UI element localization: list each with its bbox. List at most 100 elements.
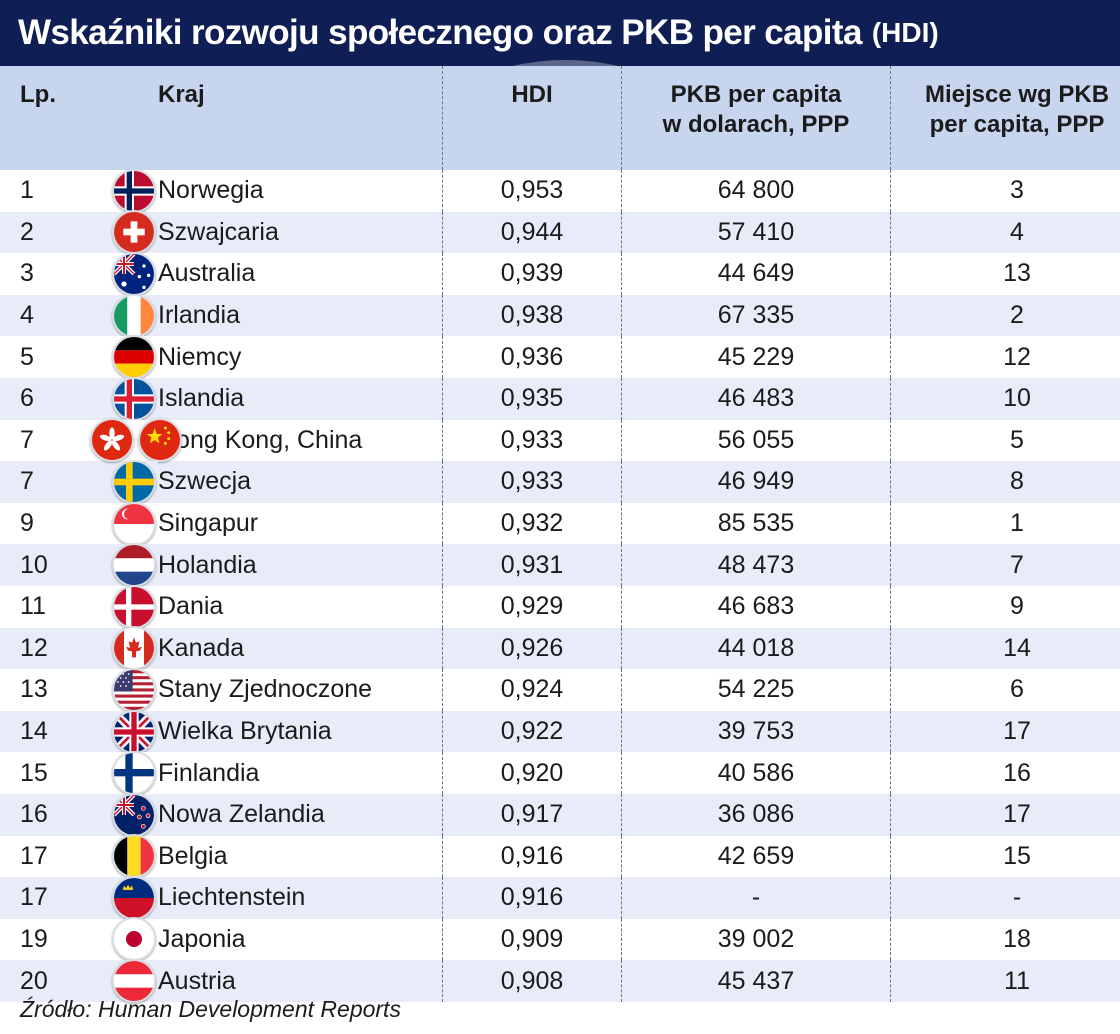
cell-pkb: 85 535: [621, 502, 891, 545]
cell-pkb: 67 335: [621, 294, 891, 337]
cell-pkb: -: [621, 877, 891, 919]
cell-flag: [98, 376, 158, 421]
cell-hdi: 0,926: [442, 627, 622, 670]
iceland-flag-icon: [112, 376, 156, 421]
cell-lp: 2: [0, 211, 98, 254]
cell-country: Irlandia: [158, 294, 443, 337]
cell-pkb: 46 949: [621, 461, 891, 503]
cell-flag: [98, 459, 158, 504]
header-lp: Lp.: [0, 66, 98, 170]
cell-hdi: 0,938: [442, 294, 622, 337]
cell-rank: 17: [890, 710, 1120, 753]
cell-hdi: 0,935: [442, 377, 622, 420]
singapore-flag-icon: [112, 501, 156, 546]
cell-lp: 17: [0, 877, 98, 919]
cell-pkb: 36 086: [621, 793, 891, 836]
cell-pkb: 44 018: [621, 627, 891, 670]
cell-flag: [98, 751, 158, 796]
cell-hdi: 0,920: [442, 752, 622, 794]
table-row: 17 Belgia 0,916 42 659 15: [0, 834, 1120, 879]
cell-rank: 15: [890, 835, 1120, 878]
table-row: 16 Nowa Zelandia 0,917 36 086 17: [0, 792, 1120, 837]
cell-country: Niemcy: [158, 336, 443, 378]
title-bar: Wskaźniki rozwoju społecznego oraz PKB p…: [0, 0, 1120, 66]
cell-hdi: 0,933: [442, 419, 622, 462]
cell-flag: [98, 584, 158, 629]
table-row: 19 Japonia 0,909 39 002 18: [0, 917, 1120, 962]
cell-lp: 12: [0, 627, 98, 670]
cell-hdi: 0,929: [442, 585, 622, 628]
header-pkb-line1: PKB per capita: [670, 81, 842, 108]
japan-flag-icon: [112, 917, 156, 962]
cell-pkb: 56 055: [621, 419, 891, 462]
cell-country: Finlandia: [158, 752, 443, 794]
cell-country: Liechtenstein: [158, 877, 443, 919]
table-row: 6 Islandia 0,935 46 483 10: [0, 376, 1120, 421]
cell-flag: [98, 168, 158, 213]
liechtenstein-flag-icon: [112, 875, 156, 920]
table-row: 11 Dania 0,929 46 683 9: [0, 584, 1120, 629]
cell-flag: [98, 501, 158, 546]
table-row: 20 Austria 0,908 45 437 11: [0, 959, 1120, 1004]
cell-hdi: 0,916: [442, 835, 622, 878]
uk-flag-icon: [112, 709, 156, 754]
cell-pkb: 39 753: [621, 710, 891, 753]
cell-lp: 5: [0, 336, 98, 378]
cell-lp: 9: [0, 502, 98, 545]
table-row: 13 Stany Zjednoczone 0,924 54 225 6: [0, 667, 1120, 712]
cell-lp: 19: [0, 918, 98, 961]
cell-hdi: 0,932: [442, 502, 622, 545]
table-row: 15 Finlandia 0,920 40 586 16: [0, 751, 1120, 796]
cell-rank: 6: [890, 669, 1120, 711]
hongkong-flag-icon: [90, 418, 134, 463]
cell-hdi: 0,953: [442, 170, 622, 212]
header-rank-line2: per capita, PPP: [929, 111, 1105, 138]
cell-lp: 6: [0, 377, 98, 420]
cell-lp: 7: [0, 419, 98, 462]
header-row: Lp. Kraj HDI PKB per capita w dolarach, …: [0, 66, 1120, 170]
cell-rank: 2: [890, 294, 1120, 337]
cell-hdi: 0,908: [442, 960, 622, 1002]
cell-flag: [98, 293, 158, 338]
table-row: 17 Liechtenstein 0,916- -: [0, 875, 1120, 920]
austria-flag-icon: [112, 959, 156, 1004]
table-row: 9 Singapur 0,932 85 535 1: [0, 501, 1120, 546]
cell-pkb: 45 437: [621, 960, 891, 1002]
cell-country: Stany Zjednoczone: [158, 669, 443, 711]
cell-hdi: 0,944: [442, 211, 622, 254]
cell-rank: 12: [890, 336, 1120, 378]
cell-flag: [90, 418, 182, 463]
header-rank-line1: Miejsce wg PKB: [924, 81, 1110, 108]
switzerland-flag-icon: [112, 210, 156, 255]
usa-flag-icon: [112, 667, 156, 712]
table-body: 1 Norwegia 0,953 64 800 3 2 Szwajcaria 0,944 57 …: [0, 168, 1120, 1004]
cell-country: Nowa Zelandia: [158, 793, 443, 836]
ireland-flag-icon: [112, 293, 156, 338]
cell-country: Szwecja: [158, 461, 443, 503]
cell-rank: 7: [890, 544, 1120, 586]
cell-flag: [98, 875, 158, 920]
cell-flag: [98, 251, 158, 296]
cell-rank: 8: [890, 461, 1120, 503]
hdi-table: Lp. Kraj HDI PKB per capita w dolarach, …: [0, 66, 1120, 1004]
norway-flag-icon: [112, 168, 156, 213]
cell-flag: [98, 335, 158, 380]
cell-hdi: 0,924: [442, 669, 622, 711]
cell-hdi: 0,917: [442, 793, 622, 836]
cell-country: Wielka Brytania: [158, 710, 443, 753]
cell-rank: 1: [890, 502, 1120, 545]
cell-rank: 13: [890, 253, 1120, 295]
cell-pkb: 54 225: [621, 669, 891, 711]
header-rank: Miejsce wg PKB per capita, PPP: [890, 66, 1120, 170]
table-row: 2 Szwajcaria 0,944 57 410 4: [0, 210, 1120, 255]
cell-hdi: 0,916: [442, 877, 622, 919]
cell-pkb: 45 229: [621, 336, 891, 378]
cell-country: Singapur: [158, 502, 443, 545]
cell-pkb: 48 473: [621, 544, 891, 586]
cell-country: Australia: [158, 253, 443, 295]
cell-lp: 7: [0, 461, 98, 503]
cell-country: Hong Kong, China: [158, 419, 443, 462]
cell-rank: 5: [890, 419, 1120, 462]
netherlands-flag-icon: [112, 543, 156, 588]
cell-country: Norwegia: [158, 170, 443, 212]
